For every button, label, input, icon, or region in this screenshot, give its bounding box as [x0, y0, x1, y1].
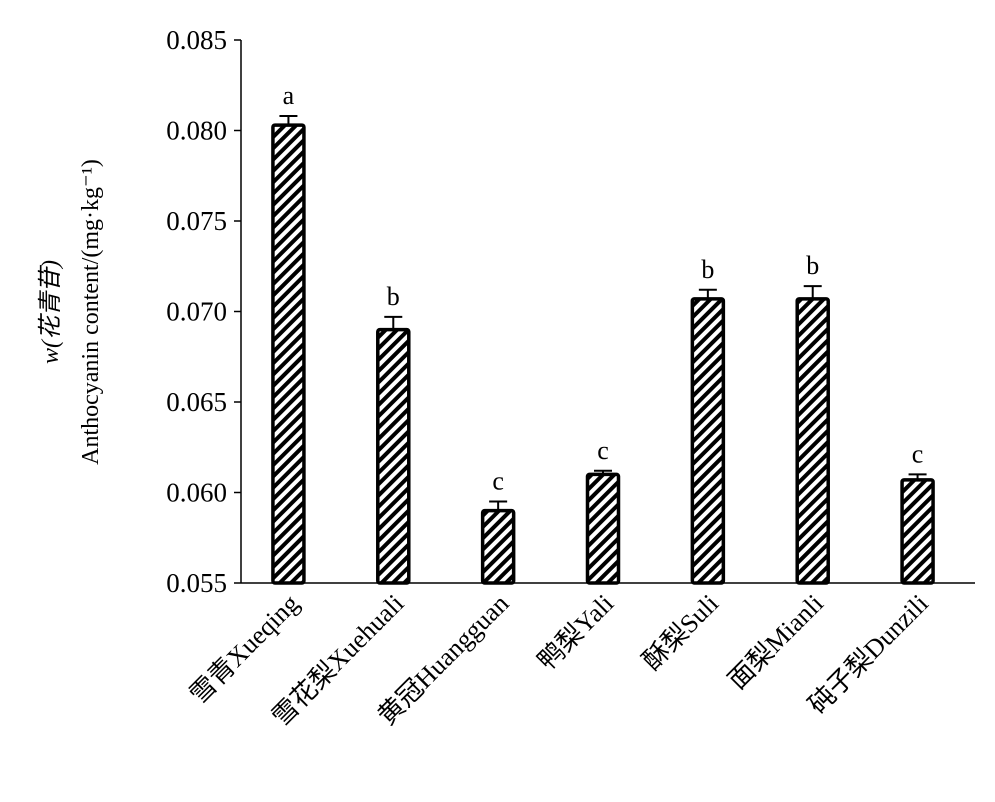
- bars: a b c c b b c: [271, 81, 935, 585]
- y-tick-label: 0.075: [166, 206, 227, 236]
- bar: [376, 327, 411, 585]
- bar: [795, 297, 830, 585]
- y-tick-label: 0.080: [166, 116, 227, 146]
- y-axis: 0.055 0.060 0.065 0.070 0.075 0.080 0.085: [166, 25, 975, 598]
- y-tick-label: 0.085: [166, 25, 227, 55]
- bar: [480, 508, 516, 585]
- y-tick-label: 0.070: [166, 297, 227, 327]
- y-axis-title: w(花青苷) Anthocyanin content/(mg·kg⁻¹): [37, 159, 104, 465]
- x-tick-label: 酥梨Suli: [637, 589, 724, 676]
- x-tick-label: 鸭梨Yali: [532, 589, 619, 676]
- y-axis-title-line1: w(花青苷): [37, 260, 64, 364]
- x-tick-label: 面梨Mianli: [723, 589, 829, 695]
- significance-letter: b: [387, 282, 400, 311]
- bar: [900, 478, 935, 585]
- significance-letter: c: [912, 439, 924, 468]
- y-tick-label: 0.065: [166, 387, 227, 417]
- bar: [271, 123, 306, 585]
- bar: [690, 297, 726, 585]
- y-axis-title-line2: Anthocyanin content/(mg·kg⁻¹): [78, 159, 104, 465]
- y-tick-label: 0.055: [166, 568, 227, 598]
- y-tick-label: 0.060: [166, 478, 227, 508]
- significance-letter: b: [701, 255, 714, 284]
- significance-letter: c: [492, 467, 504, 496]
- significance-letter: a: [283, 81, 295, 110]
- significance-letter: c: [597, 436, 609, 465]
- bar: [585, 472, 621, 585]
- significance-letter: b: [806, 251, 819, 280]
